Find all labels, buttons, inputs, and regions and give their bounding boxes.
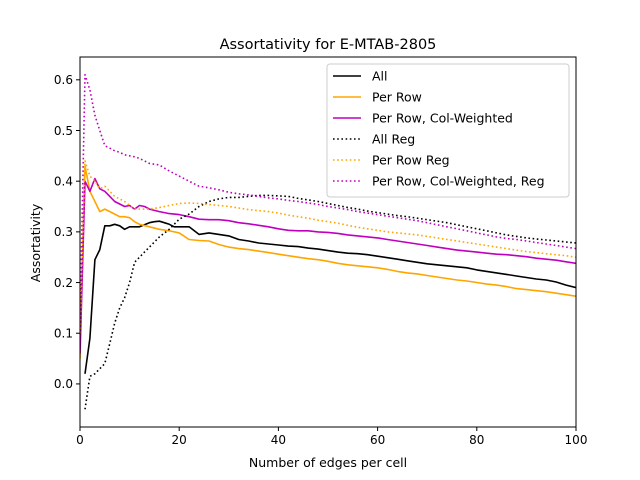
series-line-4 bbox=[84, 194, 576, 410]
x-tick-label: 80 bbox=[469, 433, 484, 447]
legend: All Per Row Per Row, Col-Weighted All Reg Pe… bbox=[326, 63, 570, 198]
legend-box bbox=[326, 63, 570, 198]
y-axis-label: Assortativity bbox=[28, 203, 43, 282]
axes: 0 20 40 60 80 100 0.0 0.1 0.2 0.3 0.4 0.5 0.6 bbox=[54, 56, 588, 447]
y-tick-label: 0.5 bbox=[54, 124, 73, 138]
chart-title: Assortativity for E-MTAB-2805 bbox=[220, 37, 437, 53]
y-tick-label: 0.2 bbox=[54, 276, 73, 290]
legend-label: Per Row, Col-Weighted, Reg bbox=[372, 174, 545, 189]
x-tick-label: 60 bbox=[370, 433, 385, 447]
y-tick-label: 0.1 bbox=[54, 327, 73, 341]
series-line-2 bbox=[80, 165, 576, 359]
x-tick-label: 100 bbox=[565, 433, 588, 447]
y-tick-label: 0.0 bbox=[54, 377, 73, 391]
legend-label: Per Row, Col-Weighted bbox=[372, 111, 513, 126]
x-tick-label: 0 bbox=[76, 433, 84, 447]
y-tick-label: 0.6 bbox=[54, 73, 73, 87]
legend-label: All Reg bbox=[372, 132, 415, 147]
series-lines bbox=[80, 73, 576, 410]
series-line-1 bbox=[84, 220, 576, 374]
series-line-6 bbox=[80, 73, 576, 324]
axes-frame bbox=[79, 56, 577, 428]
series-line-5 bbox=[80, 160, 576, 334]
x-tick-label: 40 bbox=[271, 433, 286, 447]
legend-label: Per Row bbox=[372, 90, 422, 105]
series-line-3 bbox=[80, 177, 576, 354]
plot-area bbox=[80, 73, 576, 410]
y-tick-label: 0.4 bbox=[54, 174, 73, 188]
legend-label: Per Row Reg bbox=[372, 153, 450, 168]
x-axis-label: Number of edges per cell bbox=[249, 455, 407, 470]
y-tick-label: 0.3 bbox=[54, 225, 73, 239]
legend-label: All bbox=[372, 69, 388, 84]
x-tick-label: 20 bbox=[172, 433, 187, 447]
